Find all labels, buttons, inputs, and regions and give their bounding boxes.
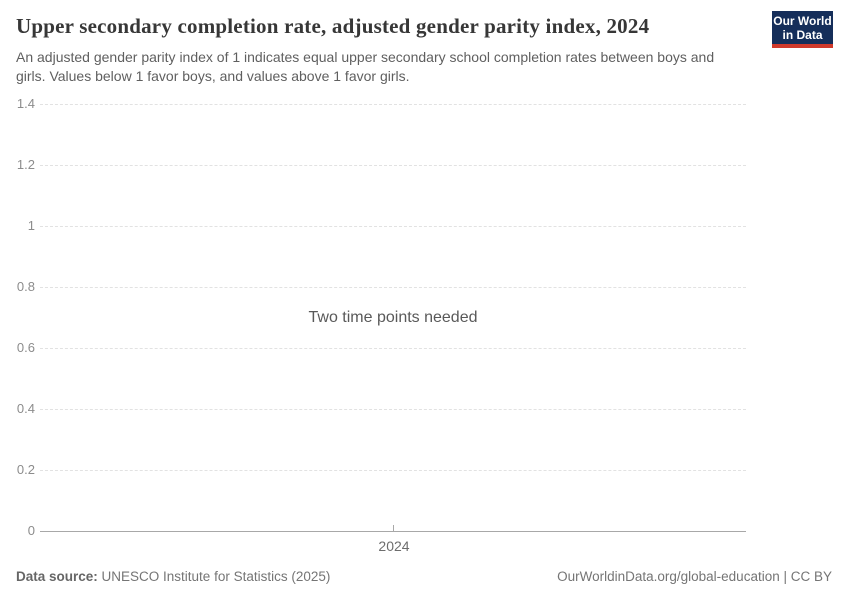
credit-link[interactable]: OurWorldinData.org/global-education | CC…: [557, 569, 832, 584]
y-gridline: [40, 409, 746, 410]
y-axis-tick-label: 0: [27, 523, 35, 538]
owid-logo: Our World in Data: [772, 11, 833, 48]
y-axis-tick-label: 1.4: [16, 96, 35, 111]
x-axis-tick-label: 2024: [378, 538, 410, 554]
chart-title: Upper secondary completion rate, adjuste…: [16, 14, 650, 38]
chart-footer: Data source: UNESCO Institute for Statis…: [16, 569, 832, 584]
data-source-text: UNESCO Institute for Statistics (2025): [97, 569, 331, 584]
y-gridline: [40, 226, 746, 227]
y-gridline: [40, 165, 746, 166]
empty-chart-message: Two time points needed: [308, 309, 478, 326]
y-gridline: [40, 104, 746, 105]
data-source-label: Data source:: [16, 569, 98, 584]
x-axis-line: [40, 531, 746, 532]
y-axis-tick-label: 0.6: [16, 340, 35, 355]
data-source: Data source: UNESCO Institute for Statis…: [16, 569, 330, 584]
y-axis-tick-label: 0.2: [16, 462, 35, 477]
x-axis-tick: [393, 525, 394, 531]
y-gridline: [40, 470, 746, 471]
y-axis-tick-label: 0.8: [16, 279, 35, 294]
y-gridline: [40, 287, 746, 288]
y-axis-tick-label: 1.2: [16, 157, 35, 172]
y-axis-tick-label: 0.4: [16, 401, 35, 416]
y-axis-tick-label: 1: [27, 218, 35, 233]
owid-logo-line2: in Data: [782, 27, 823, 42]
chart-subtitle: An adjusted gender parity index of 1 ind…: [16, 49, 715, 84]
y-gridline: [40, 348, 746, 349]
owid-logo-line1: Our World: [773, 13, 832, 28]
